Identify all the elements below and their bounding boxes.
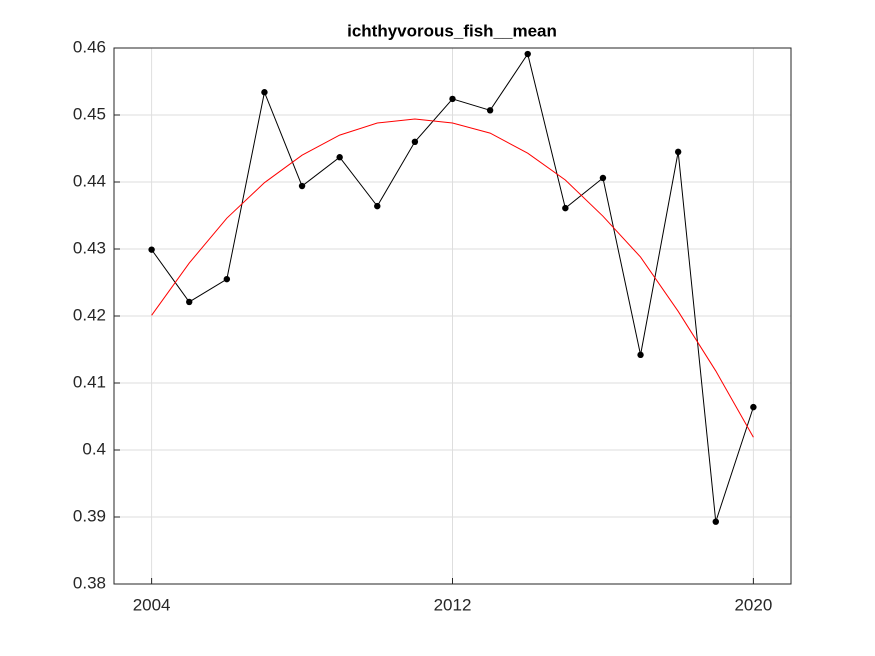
y-tick-label: 0.41 xyxy=(73,372,106,391)
x-tick-label: 2012 xyxy=(434,595,472,614)
point xyxy=(411,138,419,145)
point xyxy=(223,275,231,283)
point xyxy=(298,182,306,190)
y-tick-label: 0.38 xyxy=(73,573,106,592)
point xyxy=(562,204,569,212)
y-tick-label: 0.42 xyxy=(73,305,106,324)
point xyxy=(148,246,155,253)
y-tick-label: 0.4 xyxy=(82,439,106,458)
y-tick-label: 0.45 xyxy=(73,104,106,123)
point xyxy=(261,89,268,96)
series-line xyxy=(151,118,754,438)
point xyxy=(712,518,719,525)
x-tick-label: 2020 xyxy=(734,595,772,614)
y-tick-label: 0.46 xyxy=(73,37,106,56)
y-tick-label: 0.43 xyxy=(73,238,106,257)
axes-box xyxy=(113,47,792,585)
point xyxy=(336,154,343,161)
point xyxy=(524,50,531,58)
chart-title: ichthyvorous_fish__mean xyxy=(347,21,557,40)
y-tick-label: 0.39 xyxy=(73,506,106,525)
x-tick-label: 2004 xyxy=(133,595,171,614)
point xyxy=(750,403,757,411)
point xyxy=(186,298,193,306)
y-tick-label: 0.44 xyxy=(73,171,106,190)
point xyxy=(374,202,381,210)
point xyxy=(637,351,644,359)
point xyxy=(599,174,607,182)
point xyxy=(674,148,682,156)
point xyxy=(486,107,494,114)
point xyxy=(449,95,456,103)
